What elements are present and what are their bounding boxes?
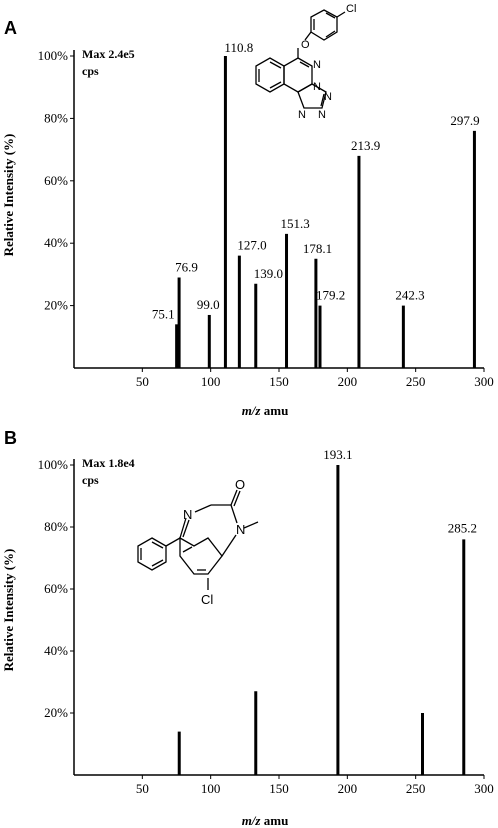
max-intensity-line2-b: cps	[82, 473, 99, 487]
peak-label-a: 151.3	[281, 216, 310, 231]
y-tick-label-a: 80%	[44, 110, 68, 125]
axes-b: 20% 40% 60% 80% 100% 50 100 150 200 250 300 193.1 28…	[38, 447, 494, 796]
peak-label-a: 76.9	[175, 260, 198, 275]
svg-text:N: N	[318, 109, 326, 121]
x-tick-label-a: 300	[474, 374, 494, 389]
peak-label-b: 285.2	[448, 520, 477, 535]
panel-letter-a: A	[4, 18, 17, 38]
molecule-atoms-a: Cl O N N N N N	[298, 3, 356, 121]
x-tick-label-b: 250	[406, 781, 426, 796]
svg-text:N: N	[313, 81, 321, 93]
y-axis-label-b: Relative Intensity (%)	[1, 549, 16, 672]
x-tick-label-b: 100	[201, 781, 221, 796]
peak-label-a: 127.0	[237, 238, 266, 253]
svg-text:N: N	[324, 91, 332, 103]
peak-label-a: 213.9	[351, 138, 380, 153]
y-tick-label-b: 20%	[44, 705, 68, 720]
y-tick-label-a: 40%	[44, 235, 68, 250]
peak-label-a: 178.1	[303, 241, 332, 256]
panel-a: A 20% 40% 60% 80% 100% 50 100 150 200 250 300 75.1 7…	[1, 3, 494, 418]
max-intensity-line2-a: cps	[82, 64, 99, 78]
x-tick-label-a: 150	[269, 374, 289, 389]
peak-label-a: 242.3	[395, 288, 424, 303]
y-tick-label-a: 60%	[44, 173, 68, 188]
molecule-atoms-b: N N O Cl	[183, 477, 245, 607]
peak-label-a: 179.2	[316, 288, 345, 303]
peak-label-b: 193.1	[323, 447, 352, 462]
y-tick-label-b: 40%	[44, 643, 68, 658]
peak-label-a: 297.9	[450, 113, 479, 128]
svg-text:N: N	[183, 507, 192, 522]
x-tick-label-b: 50	[136, 781, 149, 796]
axes-a: 20% 40% 60% 80% 100% 50 100 150 200 250 300 75.1 76.…	[38, 40, 494, 389]
svg-text:Cl: Cl	[346, 3, 356, 15]
x-axis-label-b: m/z amu	[242, 813, 289, 828]
x-tick-label-a: 200	[338, 374, 358, 389]
x-axis-label-a: m/z amu	[242, 403, 289, 418]
svg-text:O: O	[301, 39, 310, 51]
max-intensity-line1-b: Max 1.8e4	[82, 456, 135, 470]
peak-label-a: 110.8	[224, 40, 253, 55]
y-tick-label-b: 100%	[38, 457, 69, 472]
max-intensity-line1-a: Max 2.4e5	[82, 47, 135, 61]
x-tick-label-b: 200	[338, 781, 358, 796]
y-tick-label-a: 20%	[44, 298, 68, 313]
y-tick-label-b: 60%	[44, 581, 68, 596]
peak-label-a: 139.0	[254, 266, 283, 281]
y-tick-label-b: 80%	[44, 519, 68, 534]
molecule-structure-a	[255, 9, 346, 109]
x-tick-label-a: 50	[136, 374, 149, 389]
svg-text:N: N	[313, 59, 321, 71]
svg-text:Cl: Cl	[201, 592, 213, 607]
x-tick-label-a: 250	[406, 374, 426, 389]
y-axis-label-a: Relative Intensity (%)	[1, 134, 16, 257]
peak-label-a: 99.0	[197, 297, 220, 312]
x-tick-label-b: 300	[474, 781, 494, 796]
svg-text:N: N	[236, 522, 245, 537]
panel-b: B 20% 40% 60% 80% 100% 50 100 150 200 250 300 193.1…	[1, 428, 494, 828]
panel-letter-b: B	[4, 428, 17, 448]
y-tick-label-a: 100%	[38, 48, 69, 63]
x-tick-label-a: 100	[201, 374, 221, 389]
x-tick-label-b: 150	[269, 781, 289, 796]
peak-label-a: 75.1	[152, 306, 175, 321]
svg-text:O: O	[235, 477, 245, 492]
svg-text:N: N	[298, 109, 306, 121]
molecule-structure-b	[137, 489, 259, 590]
